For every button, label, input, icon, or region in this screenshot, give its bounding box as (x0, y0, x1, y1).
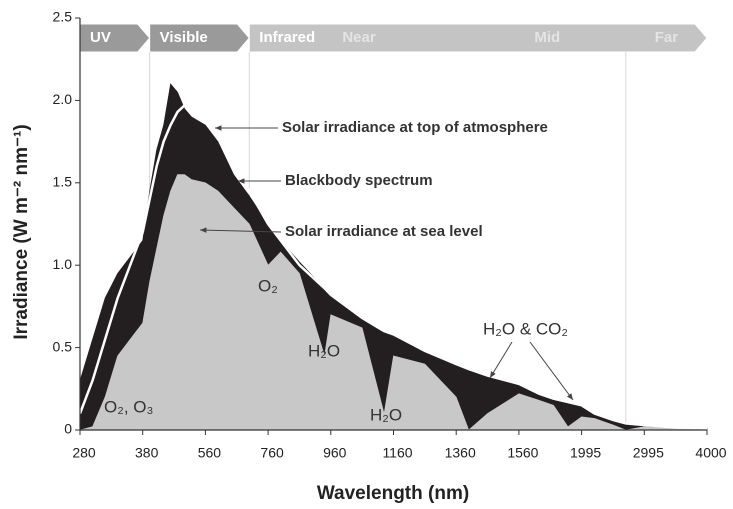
absorption-label: H₂O (308, 341, 340, 360)
y-axis-title: Irradiance (W m⁻² nm⁻¹) (11, 124, 32, 339)
x-tick-label: 4000 (695, 445, 726, 461)
y-tick-label: 0 (64, 421, 72, 437)
x-tick-label: 380 (135, 445, 159, 461)
x-axis-title: Wavelength (nm) (317, 483, 469, 504)
y-tick-label: 1.5 (53, 174, 73, 190)
subregion-label: Mid (534, 29, 560, 46)
absorption-label: O₂, O₃ (104, 397, 153, 416)
callout-arrowhead (238, 178, 245, 184)
x-tick-label: 280 (72, 445, 96, 461)
absorption-label: O₂ (258, 276, 278, 295)
region-arrow (149, 23, 250, 53)
absorption-label: H₂O (370, 405, 402, 424)
region-label: Infrared (259, 29, 315, 46)
region-label: Visible (160, 29, 208, 46)
callout-arrow (489, 341, 513, 379)
subregion-label: Near (342, 29, 376, 46)
callout-arrow (529, 341, 574, 401)
x-tick-label: 1160 (382, 445, 412, 461)
x-tick-label: 1995 (570, 445, 601, 461)
subregion-label: Far (655, 29, 679, 46)
x-tick-label: 560 (198, 445, 222, 461)
series-label: Blackbody spectrum (285, 172, 433, 189)
callout-arrowhead (566, 393, 573, 400)
y-tick-label: 0.5 (53, 338, 73, 354)
blackbody-line (78, 104, 708, 430)
x-tick-label: 1560 (507, 445, 538, 461)
x-tick-label: 960 (323, 445, 347, 461)
callout-arrowhead (490, 371, 496, 378)
callout-arrow (199, 229, 282, 233)
region-label: UV (90, 29, 111, 46)
x-tick-label: 760 (260, 445, 284, 461)
y-tick-label: 1.0 (53, 256, 73, 272)
y-tick-label: 2.5 (53, 9, 73, 25)
x-tick-label: 2995 (633, 445, 664, 461)
y-tick-label: 2.0 (53, 91, 73, 107)
series-label: Solar irradiance at sea level (285, 223, 483, 240)
series-label: Solar irradiance at top of atmosphere (282, 119, 548, 136)
region-arrow (248, 23, 708, 53)
x-tick-label: 1360 (445, 445, 476, 461)
callout-arrowhead (215, 125, 222, 131)
absorption-label: H₂O & CO₂ (483, 319, 568, 338)
callout-arrowhead (200, 227, 207, 233)
irradiance-area (79, 174, 708, 431)
